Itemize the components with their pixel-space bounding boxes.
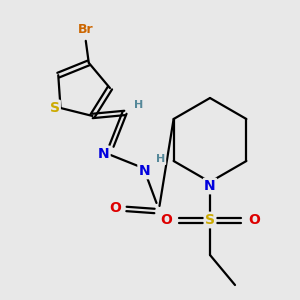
Text: H: H: [156, 154, 165, 164]
Text: N: N: [98, 147, 109, 161]
Text: S: S: [50, 101, 60, 115]
Text: O: O: [160, 213, 172, 227]
Text: O: O: [110, 201, 122, 215]
Text: Br: Br: [78, 23, 94, 36]
Text: N: N: [204, 179, 216, 193]
Text: O: O: [248, 213, 260, 227]
Text: S: S: [205, 213, 215, 227]
Text: H: H: [134, 100, 143, 110]
Text: N: N: [139, 164, 150, 178]
